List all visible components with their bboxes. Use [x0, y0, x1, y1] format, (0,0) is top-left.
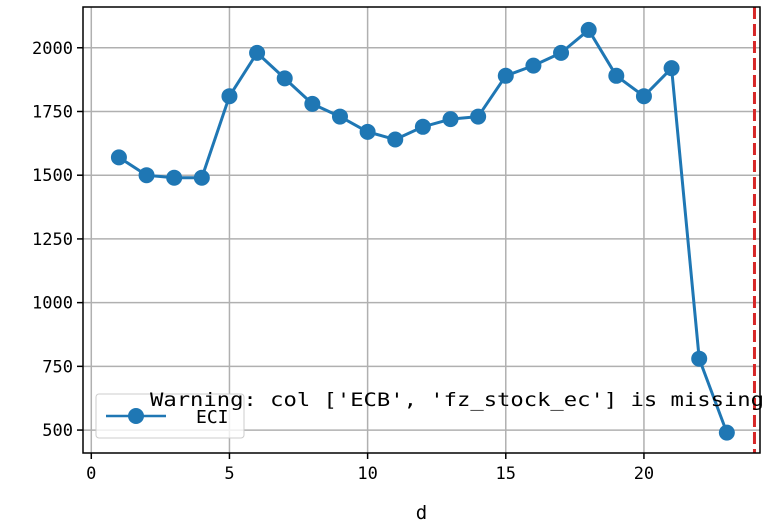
data-point	[525, 57, 542, 74]
data-point	[553, 44, 570, 61]
data-point	[166, 169, 183, 186]
y-tick-label: 1000	[32, 294, 73, 314]
y-tick-label: 1250	[32, 230, 73, 250]
data-point	[193, 169, 210, 186]
x-tick-label: 10	[357, 464, 377, 484]
y-tick-label: 500	[42, 421, 73, 441]
data-point	[138, 167, 155, 184]
y-tick-label: 2000	[32, 39, 73, 59]
data-point	[470, 108, 487, 125]
y-tick-label: 750	[42, 357, 73, 377]
y-axis-ticks: 500 750 1000 1250 1500 1750 2000	[32, 39, 83, 441]
data-point	[580, 21, 597, 38]
data-point	[221, 88, 238, 105]
legend-box	[95, 393, 245, 439]
data-point	[663, 60, 680, 77]
data-point	[110, 149, 127, 166]
data-point	[608, 67, 625, 84]
x-tick-label: 0	[86, 464, 96, 484]
data-point	[304, 95, 321, 112]
y-tick-label: 1750	[32, 102, 73, 122]
data-point	[691, 350, 708, 367]
data-point	[718, 424, 735, 441]
series-layer	[110, 21, 735, 441]
x-tick-label: 20	[634, 464, 654, 484]
warning-annotation: Warning: col ['ECB', 'fz_stock_ec'] is m…	[150, 389, 764, 411]
data-point	[497, 67, 514, 84]
x-axis-ticks: 0 5 10 15 20	[86, 453, 654, 484]
y-tick-label: 1500	[32, 166, 73, 186]
legend-entry-eci: ECI	[196, 407, 229, 428]
data-point	[249, 44, 266, 61]
data-point	[276, 70, 293, 87]
x-axis-label: d	[416, 502, 427, 523]
legend-marker-swatch	[128, 408, 144, 424]
grid	[83, 7, 760, 453]
data-point	[635, 88, 652, 105]
data-point	[359, 123, 376, 140]
data-point	[414, 118, 431, 135]
data-point	[331, 108, 348, 125]
plot-frame	[82, 6, 761, 454]
legend: ECI	[95, 393, 245, 439]
x-tick-label: 5	[224, 464, 234, 484]
data-point	[387, 131, 404, 148]
data-point	[442, 111, 459, 128]
x-tick-label: 15	[496, 464, 516, 484]
series-line-eci	[118, 28, 729, 434]
